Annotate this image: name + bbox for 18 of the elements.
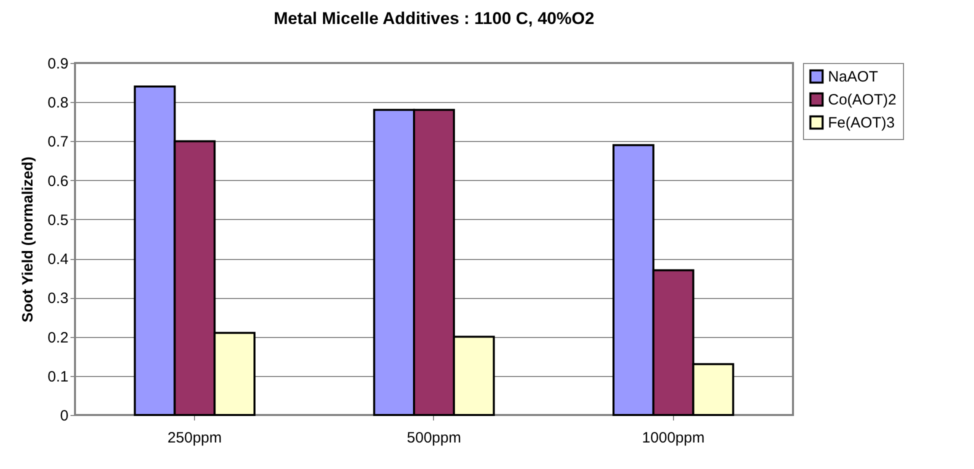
y-tick-label: 0.6 xyxy=(48,172,68,190)
y-tick-label: 0.4 xyxy=(48,251,68,268)
x-tick-label: 250ppm xyxy=(168,430,222,446)
y-tick-label: 0.1 xyxy=(48,368,68,386)
x-tick-label: 500ppm xyxy=(406,430,462,446)
legend-label: Fe(AOT)3 xyxy=(828,114,895,132)
y-tick-label: 0.2 xyxy=(48,329,68,346)
x-tick-label: 1000ppm xyxy=(642,430,705,446)
legend-label: NaAOT xyxy=(828,68,878,86)
y-tick-label: 0.3 xyxy=(48,290,68,308)
y-tick-label: 0.7 xyxy=(48,134,68,151)
y-tick-label: 0.9 xyxy=(48,56,68,72)
y-axis-title: Soot Yield (normalized) xyxy=(20,156,37,322)
y-tick-label: 0 xyxy=(60,408,68,424)
y-tick-label: 0.5 xyxy=(48,212,68,229)
legend-label: Co(AOT)2 xyxy=(828,92,896,108)
y-tick-label: 0.8 xyxy=(48,94,68,112)
chart-title: Metal Micelle Additives : 1100 C, 40%O2 xyxy=(274,9,594,28)
